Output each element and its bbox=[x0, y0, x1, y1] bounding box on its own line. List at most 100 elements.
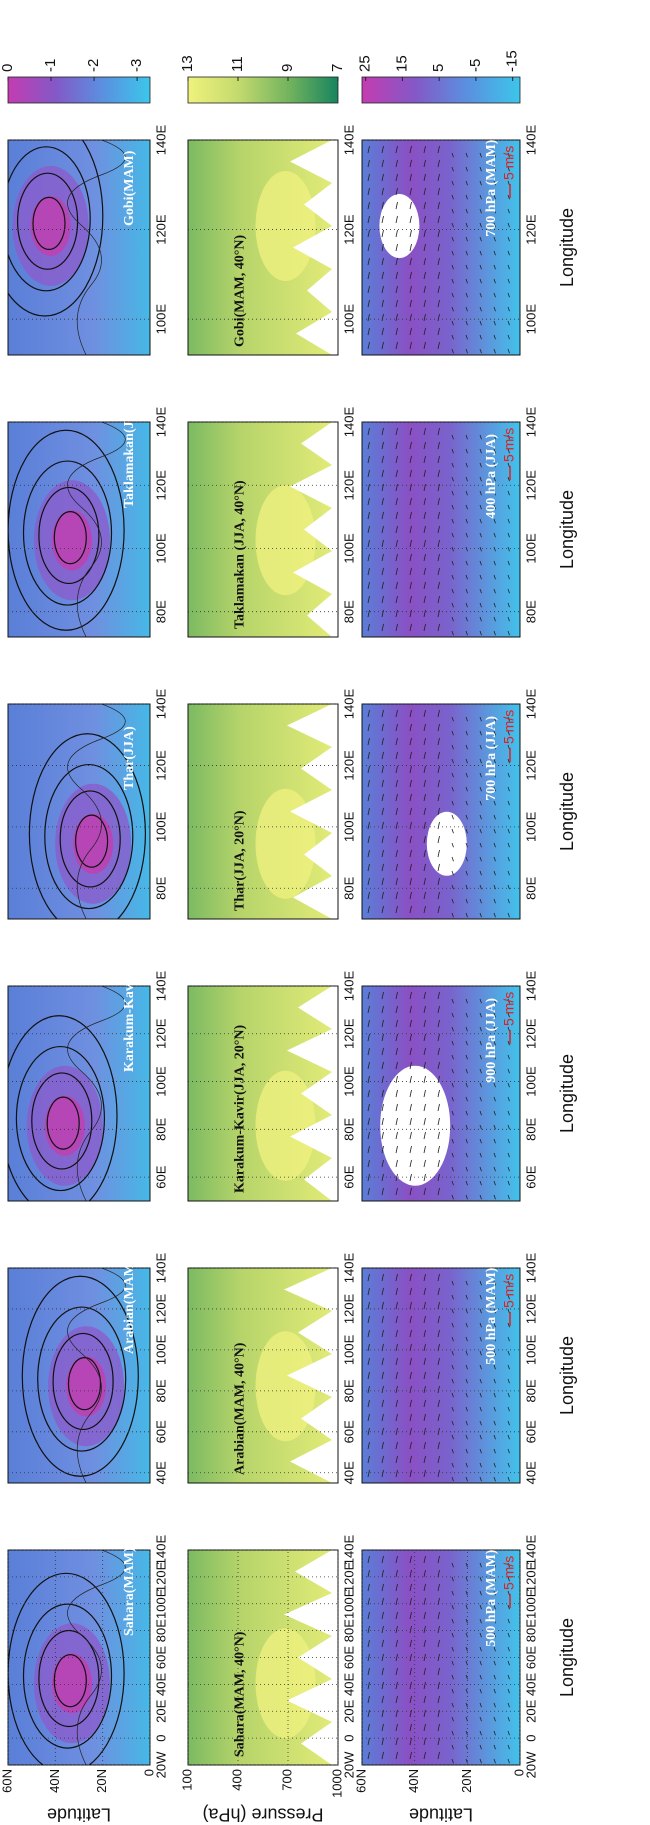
x-tick-label: 80E bbox=[341, 1619, 356, 1642]
reference-label: 5 m/s bbox=[501, 146, 517, 180]
x-tick-label: 100E bbox=[523, 304, 538, 335]
x-tick-label: 100E bbox=[341, 1334, 356, 1365]
y-tick-label: 100 bbox=[179, 1769, 194, 1791]
colorbar-tick-label: -2 bbox=[85, 59, 102, 72]
x-tick-label: 120E bbox=[523, 750, 538, 781]
colorbar bbox=[362, 77, 520, 103]
y-tick-label: 0 bbox=[141, 1769, 156, 1776]
x-tick-label: 100E bbox=[523, 811, 538, 842]
x-axis-title: Longitude bbox=[557, 1054, 577, 1133]
x-tick-label: 40E bbox=[523, 1672, 538, 1695]
terrain bbox=[379, 194, 419, 258]
x-tick-label: 120E bbox=[341, 1293, 356, 1324]
panel-title: 700 hPa (JJA) bbox=[484, 716, 499, 801]
x-tick-label: 140E bbox=[341, 406, 356, 437]
panel-title: Thar(JJA) bbox=[122, 726, 137, 790]
x-tick-label: 100E bbox=[153, 811, 168, 842]
x-tick-label: 80E bbox=[341, 600, 356, 623]
panel-title: Thar(JJA, 20°N) bbox=[233, 810, 248, 911]
x-tick-label: 80E bbox=[341, 876, 356, 899]
field-blob bbox=[256, 1628, 316, 1738]
x-tick-label: 100E bbox=[523, 1334, 538, 1365]
x-tick-label: 140E bbox=[153, 688, 168, 719]
x-tick-label: 100E bbox=[341, 304, 356, 335]
x-tick-label: 120E bbox=[341, 750, 356, 781]
x-tick-label: 120E bbox=[523, 214, 538, 245]
colorbar-tick-label: -5 bbox=[467, 59, 484, 72]
reference-label: 5 m/s bbox=[501, 710, 517, 744]
x-tick-label: 120E bbox=[153, 1293, 168, 1324]
colorbar-tick-label: 7 bbox=[329, 64, 346, 72]
x-tick-label: 140E bbox=[153, 406, 168, 437]
y-tick-label: 0 bbox=[511, 1769, 526, 1776]
x-tick-label: 100E bbox=[341, 811, 356, 842]
x-tick-label: 60E bbox=[153, 1165, 168, 1188]
x-axis-title: Longitude bbox=[557, 208, 577, 287]
reference-label: 5 m/s bbox=[501, 992, 517, 1026]
y-tick-label: 40N bbox=[406, 1769, 421, 1793]
panel bbox=[188, 422, 338, 637]
y-axis-title: Pressure (hPa) bbox=[202, 1804, 323, 1824]
x-tick-label: 100E bbox=[523, 1066, 538, 1097]
colorbar-tick-label: -1 bbox=[42, 59, 59, 72]
panel bbox=[188, 140, 338, 355]
x-tick-label: 80E bbox=[523, 600, 538, 623]
colorbar-tick-label: -15 bbox=[504, 50, 521, 72]
x-tick-label: 40E bbox=[153, 1672, 168, 1695]
colorbar-tick-label: 15 bbox=[393, 55, 410, 72]
x-tick-label: 140E bbox=[523, 406, 538, 437]
x-tick-label: 140E bbox=[341, 124, 356, 155]
x-tick-label: 100E bbox=[153, 1066, 168, 1097]
x-tick-label: 140E bbox=[341, 1534, 356, 1565]
x-tick-label: 80E bbox=[523, 876, 538, 899]
x-tick-label: 80E bbox=[153, 1619, 168, 1642]
panel-title: Gobi(MAM, 40°N) bbox=[233, 235, 248, 347]
x-axis-title: Longitude bbox=[557, 490, 577, 569]
colorbar-tick-label: 13 bbox=[179, 55, 196, 72]
x-tick-label: 100E bbox=[523, 533, 538, 564]
panel-title: Arabian(MAM, 40°N) bbox=[233, 1342, 248, 1475]
colorbar-tick-label: 9 bbox=[279, 64, 296, 72]
y-tick-label: 20N bbox=[94, 1769, 109, 1793]
y-tick-label: 400 bbox=[229, 1769, 244, 1791]
x-tick-label: 40E bbox=[523, 1461, 538, 1484]
x-tick-label: 60E bbox=[153, 1646, 168, 1669]
x-tick-label: 80E bbox=[153, 1117, 168, 1140]
colorbar bbox=[188, 77, 338, 103]
x-tick-label: 40E bbox=[341, 1461, 356, 1484]
x-tick-label: 60E bbox=[523, 1420, 538, 1443]
x-tick-label: 140E bbox=[523, 124, 538, 155]
x-tick-label: 120E bbox=[341, 214, 356, 245]
reference-label: 5 m/s bbox=[501, 428, 517, 462]
x-tick-label: 20E bbox=[341, 1699, 356, 1722]
x-tick-label: 60E bbox=[341, 1165, 356, 1188]
panel-title: 400 hPa (JJA) bbox=[484, 434, 499, 519]
panel-title: 700 hPa (MAM) bbox=[484, 139, 499, 237]
reference-label: 5 m/s bbox=[501, 1556, 517, 1590]
x-tick-label: 40E bbox=[153, 1461, 168, 1484]
x-tick-label: 60E bbox=[523, 1646, 538, 1669]
x-tick-label: 20E bbox=[523, 1699, 538, 1722]
field-blob bbox=[256, 1331, 316, 1441]
panel bbox=[188, 1268, 338, 1483]
colorbar-tick-label: 0 bbox=[0, 64, 16, 72]
x-tick-label: 140E bbox=[153, 1534, 168, 1565]
x-tick-label: 80E bbox=[153, 876, 168, 899]
terrain bbox=[380, 1066, 450, 1186]
panel-title: 500 hPa (MAM) bbox=[484, 1549, 499, 1647]
x-tick-label: 100E bbox=[153, 304, 168, 335]
y-axis-title: Latitude bbox=[409, 1804, 473, 1824]
x-tick-label: 60E bbox=[523, 1165, 538, 1188]
x-tick-label: 80E bbox=[523, 1379, 538, 1402]
x-tick-label: 80E bbox=[153, 600, 168, 623]
colorbar-tick-label: 25 bbox=[357, 55, 374, 72]
x-tick-label: 140E bbox=[523, 688, 538, 719]
x-tick-label: 0 bbox=[153, 1735, 168, 1742]
x-tick-label: 140E bbox=[523, 1534, 538, 1565]
panel-title: Taklamakan(JJA) bbox=[122, 399, 137, 508]
x-tick-label: 100E bbox=[341, 533, 356, 564]
x-tick-label: 120E bbox=[153, 214, 168, 245]
x-tick-label: 40E bbox=[341, 1672, 356, 1695]
reference-label: 5 m/s bbox=[501, 1274, 517, 1308]
x-tick-label: 120E bbox=[523, 1018, 538, 1049]
